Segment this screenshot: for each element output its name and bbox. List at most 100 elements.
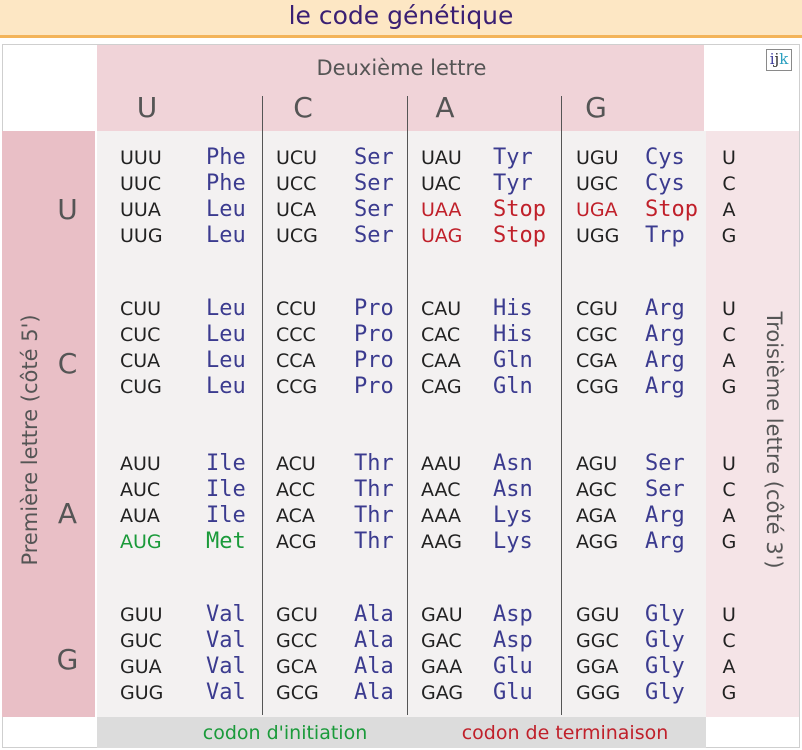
codon: UGC [576, 173, 618, 195]
codon: GCU [276, 604, 318, 626]
amino-acid: Phe [206, 171, 246, 196]
codon: UUA [120, 199, 161, 221]
amino-acid: Arg [645, 503, 685, 528]
codon: GAC [421, 630, 462, 652]
amino-acid: Cys [645, 145, 685, 170]
amino-acid: Asn [493, 451, 533, 476]
amino-acid: Pro [354, 348, 394, 373]
third-letter-base: A [722, 350, 736, 372]
codon: ACA [276, 505, 315, 527]
codon: AUG [120, 531, 162, 553]
amino-acid: Lys [493, 529, 533, 554]
codon: UAG [421, 225, 463, 247]
amino-acid: Gln [493, 374, 533, 399]
amino-acid: Arg [645, 529, 685, 554]
third-letter-base: G [721, 376, 737, 398]
codon: GUG [120, 682, 164, 704]
first-letter-band [2, 131, 95, 717]
amino-acid: Thr [354, 529, 394, 554]
legend-band [97, 717, 706, 748]
codon: GCA [276, 656, 317, 678]
amino-acid: Ser [354, 145, 394, 170]
row-header-g: G [56, 643, 79, 676]
codon: GCG [276, 682, 319, 704]
amino-acid: Ile [206, 451, 246, 476]
amino-acid: Tyr [493, 145, 533, 170]
codon: UCC [276, 173, 317, 195]
codon: CAA [421, 350, 461, 372]
codon: CGC [576, 324, 618, 346]
amino-acid: Ala [354, 654, 394, 679]
third-letter-base: C [722, 630, 736, 652]
codon: ACU [276, 453, 316, 475]
codon: CUG [120, 376, 162, 398]
amino-acid: Leu [206, 223, 246, 248]
amino-acid: Ala [354, 602, 394, 627]
codon: UGA [576, 199, 618, 221]
amino-acid: Stop [645, 197, 698, 222]
amino-acid: Ser [354, 171, 394, 196]
codon: ACG [276, 531, 317, 553]
codon: CCU [276, 298, 317, 320]
codon: AUA [120, 505, 160, 527]
amino-acid: Ser [354, 223, 394, 248]
amino-acid: Ile [206, 477, 246, 502]
amino-acid: Lys [493, 503, 533, 528]
second-letter-band [97, 45, 704, 131]
amino-acid: His [493, 322, 533, 347]
third-letter-base: A [722, 505, 736, 527]
amino-acid: Ile [206, 503, 246, 528]
page-title: le code génétique [288, 1, 514, 30]
third-letter-band [706, 131, 799, 717]
amino-acid: Stop [493, 223, 546, 248]
amino-acid: Met [206, 529, 246, 554]
codon: AAC [421, 479, 461, 501]
codon: CUU [120, 298, 162, 320]
codon: UGG [576, 225, 620, 247]
third-letter-base: A [722, 199, 736, 221]
amino-acid: Tyr [493, 171, 533, 196]
amino-acid: Val [206, 628, 246, 653]
amino-acid: Gly [645, 680, 685, 705]
third-letter-base: A [722, 656, 736, 678]
amino-acid: Leu [206, 322, 246, 347]
codon: UAC [421, 173, 461, 195]
amino-acid: Leu [206, 374, 246, 399]
codon: CAG [421, 376, 462, 398]
amino-acid: Asp [493, 602, 533, 627]
amino-acid: Val [206, 654, 246, 679]
third-letter-base: G [721, 682, 737, 704]
codon: UUU [120, 147, 162, 169]
row-header-a: A [57, 497, 78, 530]
amino-acid: Val [206, 602, 246, 627]
amino-acid: Arg [645, 322, 685, 347]
third-letter-label: Troisième lettre (côté 3') [762, 311, 786, 569]
first-letter-label: Première lettre (côté 5') [18, 314, 42, 566]
amino-acid: Ser [645, 477, 685, 502]
codon: CGU [576, 298, 618, 320]
amino-acid: Thr [354, 477, 394, 502]
codon: GUC [120, 630, 162, 652]
column-divider [561, 96, 562, 715]
third-letter-base: U [722, 453, 736, 475]
codon: GCC [276, 630, 318, 652]
codon: UUG [120, 225, 163, 247]
amino-acid: Asp [493, 628, 533, 653]
column-header-u: U [136, 91, 158, 124]
codon: GGU [576, 604, 620, 626]
third-letter-base: C [722, 479, 736, 501]
legend-termination: codon de terminaison [461, 722, 669, 744]
third-letter-base: U [722, 298, 736, 320]
codon: GAU [421, 604, 463, 626]
codon: AGA [576, 505, 617, 527]
codon: UCA [276, 199, 317, 221]
codon: GAA [421, 656, 463, 678]
codon: UAU [421, 147, 462, 169]
amino-acid: His [493, 296, 533, 321]
codon: AGC [576, 479, 617, 501]
codon: UUC [120, 173, 162, 195]
amino-acid: Gly [645, 602, 685, 627]
amino-acid: Pro [354, 296, 394, 321]
amino-acid: Leu [206, 296, 246, 321]
legend-initiation: codon d'initiation [202, 722, 368, 744]
